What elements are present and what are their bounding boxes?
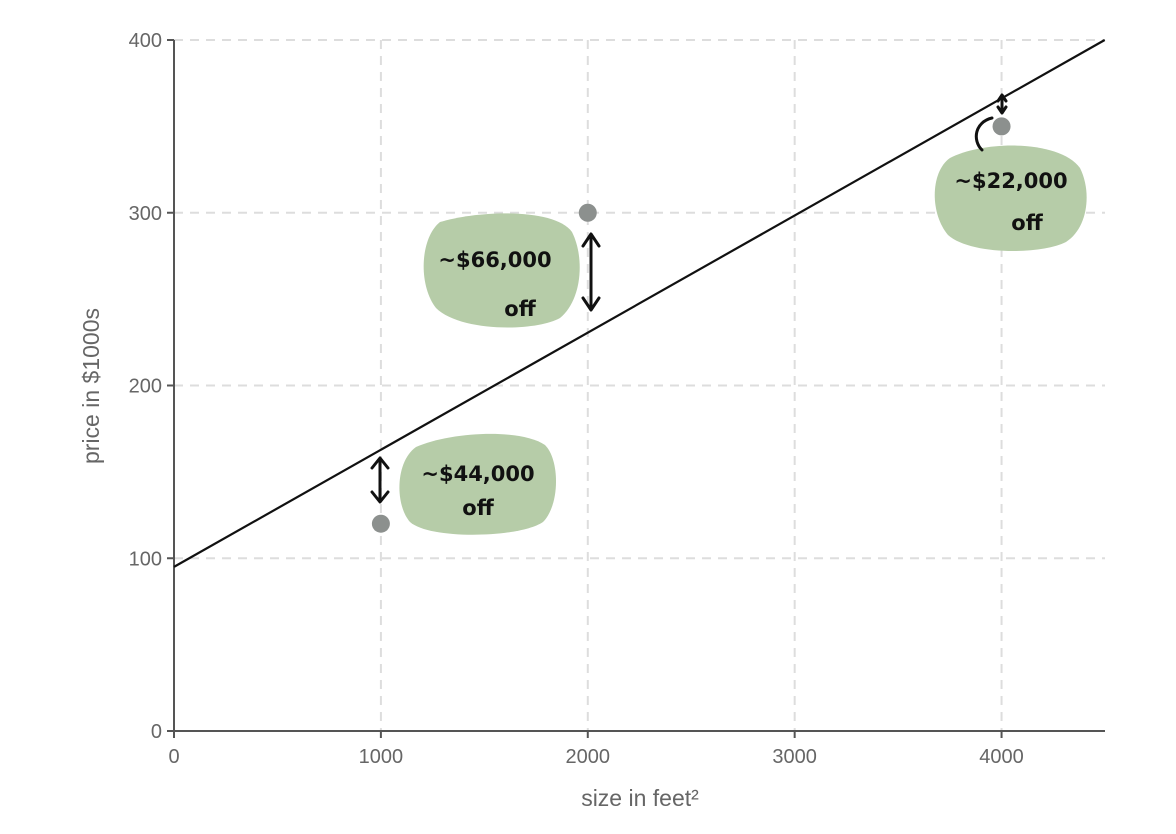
x-tick-label-4000: 4000 [979,746,1024,768]
difference-arrow-4000 [996,93,1008,115]
difference-arrow-2000 [581,232,601,312]
x-tick-label-1000: 1000 [359,746,404,768]
annotation-text-4000-off: off [1011,211,1043,235]
difference-arrow-1000 [370,456,390,504]
annotation-text-4000-amount: ~$22,000 [954,169,1067,193]
annotation-text-1000-amount: ~$44,000 [421,462,534,486]
annotations: ~$44,000 off ~$66,000 off ~$22,000 off [370,93,1087,535]
x-tick-label-2000: 2000 [566,746,611,768]
y-tick-label-100: 100 [129,548,162,570]
annotation-blob-4000 [934,145,1087,252]
annotation-blob-1000 [399,433,557,535]
y-tick-label-200: 200 [129,376,162,398]
annotation-text-1000-off: off [462,496,494,520]
y-axis-title: price in $1000s [78,308,104,464]
y-tick-label-300: 300 [129,203,162,225]
y-tick-label-400: 400 [129,30,162,52]
y-tick-label-0: 0 [151,721,162,743]
grid-lines [174,39,1105,731]
annotation-blob-2000 [423,213,580,328]
annotation-text-2000-amount: ~$66,000 [438,248,551,272]
bracket-4000 [974,116,994,152]
regression-line [173,39,1106,568]
data-point-1000 [371,514,390,533]
data-point-4000 [992,117,1011,136]
ticks: 0 1000 2000 3000 4000 0 100 200 300 400 [129,30,1024,768]
x-tick-label-0: 0 [168,746,179,768]
annotation-text-2000-off: off [504,297,536,321]
data-points [371,117,1011,533]
x-tick-label-3000: 3000 [772,746,817,768]
x-axis-title: size in feet² [581,785,699,811]
data-point-2000 [578,203,597,222]
